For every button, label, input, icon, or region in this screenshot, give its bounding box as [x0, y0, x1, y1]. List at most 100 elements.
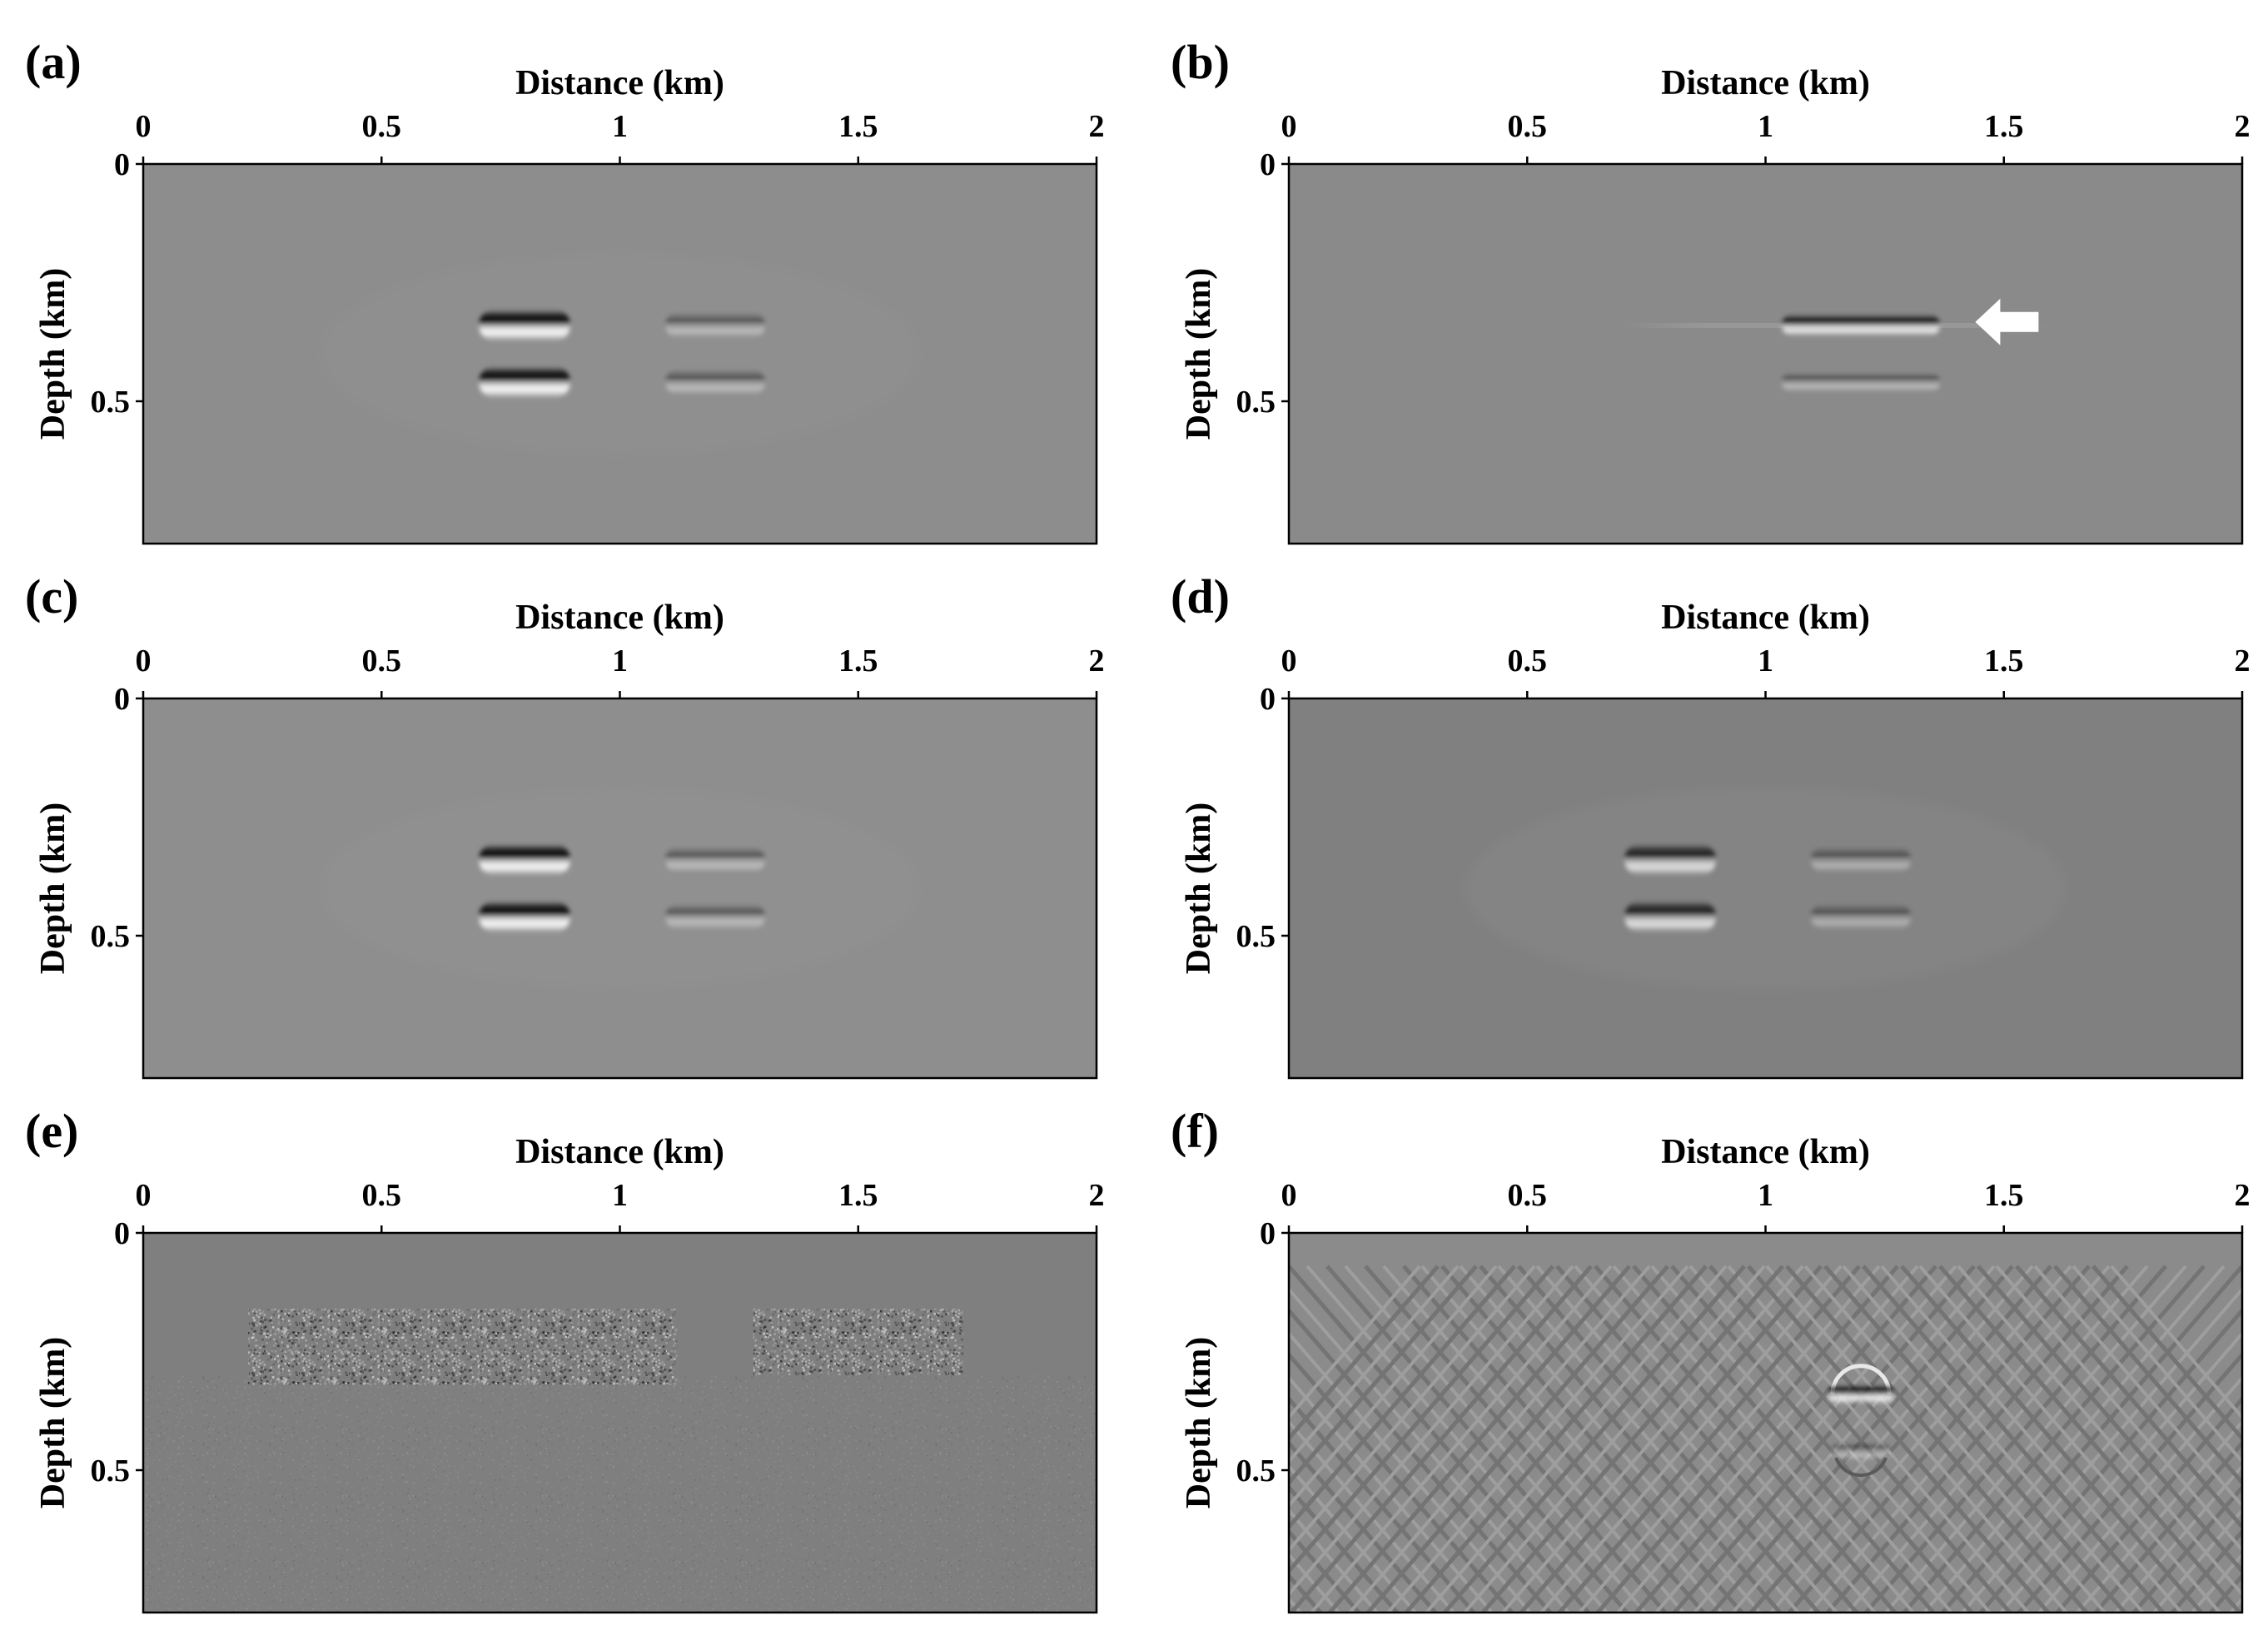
section-image	[1289, 1233, 2242, 1613]
y-tick-label: 0	[114, 1216, 130, 1251]
x-axis-title: Distance (km)	[1661, 64, 1870, 102]
x-axis-title: Distance (km)	[515, 1133, 724, 1171]
section-image	[1289, 164, 2242, 544]
diffraction-arc	[1830, 1364, 1892, 1394]
reflector-event	[665, 312, 765, 338]
x-tick-label: 1.5	[1984, 644, 2024, 678]
y-tick-label: 0.5	[1236, 1454, 1276, 1488]
y-axis-title: Depth (km)	[34, 803, 72, 975]
x-tick-label: 0	[1281, 109, 1297, 144]
x-tick-label: 0.5	[362, 1178, 402, 1213]
y-tick-label: 0	[1260, 682, 1276, 717]
y-tick-label: 0.5	[1236, 919, 1276, 954]
reflector-event	[1828, 1384, 1894, 1404]
noise-band-left	[247, 1309, 678, 1385]
x-tick-label: 1.5	[838, 109, 878, 144]
y-tick-label: 0	[1260, 1216, 1276, 1251]
x-tick-label: 1	[1758, 644, 1773, 678]
reflector-event	[1811, 904, 1911, 930]
panel-label: (d)	[1171, 569, 1230, 624]
y-tick-label: 0.5	[91, 385, 131, 420]
x-tick-label: 0	[1281, 1178, 1297, 1213]
panel-d: (d) Distance (km) Depth (km) 0 0.5 1 1.5 2 0 0.5	[1171, 569, 2251, 1080]
reflector-event	[479, 309, 570, 341]
panel-label: (c)	[25, 569, 78, 624]
reflector-event	[479, 366, 570, 399]
halo	[320, 788, 920, 988]
x-tick-label: 0	[136, 1178, 152, 1213]
y-axis-title: Depth (km)	[34, 1337, 72, 1509]
x-tick-label: 0.5	[1508, 1178, 1548, 1213]
reflector-event	[1832, 1443, 1890, 1460]
reflector-event	[1811, 847, 1911, 872]
panel-label: (f)	[1171, 1104, 1219, 1158]
y-tick-label: 0.5	[91, 919, 131, 954]
panel-a: (a) Distance (km) Depth (km) 0 0.5 1 1.5 2 0 0.5	[25, 35, 1105, 545]
x-tick-label: 1	[1758, 109, 1773, 144]
x-tick-label: 2	[2235, 644, 2251, 678]
reflector-event	[1624, 843, 1716, 876]
x-tick-label: 0.5	[1508, 109, 1548, 144]
x-tick-label: 1	[1758, 1178, 1773, 1213]
x-tick-label: 0.5	[362, 644, 402, 678]
x-axis-title: Distance (km)	[515, 599, 724, 637]
x-tick-label: 2	[1089, 1178, 1105, 1213]
x-tick-label: 0	[136, 644, 152, 678]
x-tick-label: 0	[136, 109, 152, 144]
x-tick-label: 1	[612, 644, 628, 678]
panel-c: (c) Distance (km) Depth (km) 0 0.5 1 1.5 2 0 0.5	[25, 569, 1105, 1080]
x-tick-label: 1.5	[1984, 1178, 2024, 1213]
x-tick-label: 1	[612, 1178, 628, 1213]
section-image	[143, 1233, 1097, 1613]
noise-background	[143, 1375, 1097, 1613]
panel-e: (e) Distance (km) Depth (km) 0 0.5 1 1.5 2 0 0.5	[25, 1104, 1105, 1614]
panel-label: (a)	[25, 35, 82, 89]
panel-f: (f) Distance (km) Depth (km) 0 0.5 1 1.5 2 0 0.5	[1171, 1104, 2251, 1614]
x-tick-label: 2	[2235, 1178, 2251, 1213]
x-tick-label: 1.5	[838, 644, 878, 678]
section-background	[1289, 164, 2242, 544]
panel-label: (e)	[25, 1104, 78, 1158]
y-tick-label: 0	[1260, 147, 1276, 182]
halo	[320, 254, 920, 454]
y-tick-label: 0	[114, 682, 130, 717]
panel-b: (b) Distance (km) Depth (km) 0 0.5 1 1.5 2 0 0.5	[1171, 35, 2251, 545]
halo	[1465, 788, 2066, 988]
y-axis-title: Depth (km)	[34, 268, 72, 440]
ringing-artifacts	[1289, 1265, 2242, 1613]
noise-band-right	[753, 1309, 963, 1375]
panel-label: (b)	[1171, 35, 1230, 89]
y-tick-label: 0	[114, 147, 130, 182]
section-image	[143, 164, 1097, 544]
reflector-event	[665, 904, 765, 930]
arrow-annotation	[1975, 298, 2039, 345]
reflector-event	[665, 847, 765, 872]
x-tick-label: 1	[612, 109, 628, 144]
x-tick-label: 2	[1089, 644, 1105, 678]
reflector-event	[479, 843, 570, 876]
x-tick-label: 2	[2235, 109, 2251, 144]
reflector-event	[479, 901, 570, 933]
x-tick-label: 0.5	[1508, 644, 1548, 678]
x-axis-title: Distance (km)	[515, 64, 724, 102]
y-tick-label: 0.5	[1236, 385, 1276, 420]
x-tick-label: 1.5	[1984, 109, 2024, 144]
section-image	[1289, 698, 2242, 1078]
diffraction-arc	[1834, 1457, 1888, 1477]
y-tick-label: 0.5	[91, 1454, 131, 1488]
x-tick-label: 0	[1281, 644, 1297, 678]
y-axis-title: Depth (km)	[1180, 1337, 1218, 1509]
reflector-event	[1782, 373, 1940, 392]
reflector-event	[1782, 314, 1940, 336]
section-image	[143, 698, 1097, 1078]
reflector-event	[665, 370, 765, 395]
y-axis-title: Depth (km)	[1180, 803, 1218, 975]
x-tick-label: 1.5	[838, 1178, 878, 1213]
y-axis-title: Depth (km)	[1180, 268, 1218, 440]
x-axis-title: Distance (km)	[1661, 1133, 1870, 1171]
x-axis-title: Distance (km)	[1661, 599, 1870, 637]
section-background	[1289, 1233, 2242, 1613]
x-tick-label: 0.5	[362, 109, 402, 144]
reflector-event	[1624, 901, 1716, 933]
